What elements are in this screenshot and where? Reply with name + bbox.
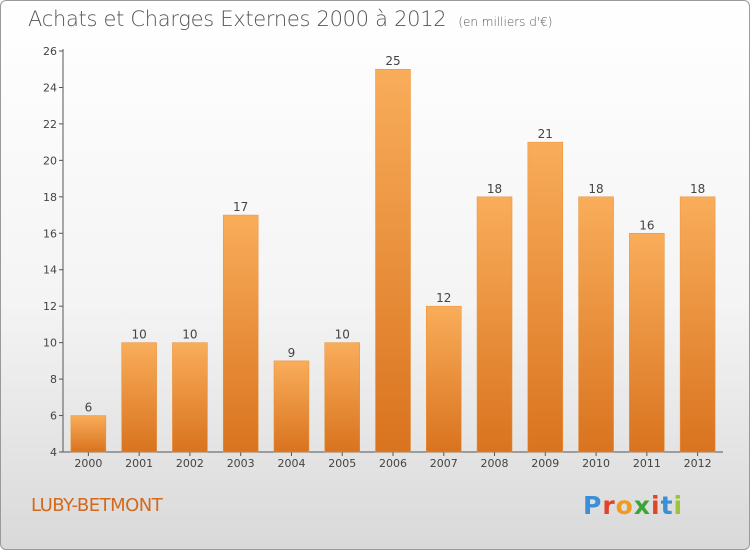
value-label-2004: 9 <box>288 346 296 360</box>
bar-2006 <box>375 68 411 453</box>
bar-2001 <box>121 342 157 453</box>
bar-2002 <box>172 342 208 453</box>
value-label-2009: 21 <box>538 127 553 141</box>
bar-2004 <box>273 360 310 453</box>
bar-2003 <box>222 214 259 453</box>
logo-letter: i <box>651 491 661 520</box>
value-label-2012: 18 <box>690 182 705 196</box>
x-tick-label-2011: 2011 <box>633 457 661 470</box>
value-label-2011: 16 <box>639 218 654 232</box>
bar-2007 <box>426 305 462 453</box>
logo-letter: o <box>615 491 634 520</box>
value-label-2010: 18 <box>588 182 603 196</box>
commune-name: LUBY-BETMONT <box>31 495 163 516</box>
bar-2005 <box>324 342 360 453</box>
y-tick-label: 8 <box>50 373 57 386</box>
value-label-2003: 17 <box>233 200 248 214</box>
x-tick-label-2000: 2000 <box>74 457 102 470</box>
value-label-2006: 25 <box>385 54 400 68</box>
x-tick-label-2004: 2004 <box>277 457 305 470</box>
chart-unit: (en milliers d'€) <box>458 15 553 29</box>
y-tick-label: 12 <box>43 300 57 313</box>
bar-2012 <box>679 196 716 453</box>
logo-letter: r <box>602 491 616 520</box>
x-tick-label-2001: 2001 <box>125 457 153 470</box>
x-tick-label-2008: 2008 <box>481 457 509 470</box>
chart-title: Achats et Charges Externes 2000 à 2012 <box>28 7 447 31</box>
bar-2010 <box>578 196 614 453</box>
x-tick-label-2009: 2009 <box>531 457 559 470</box>
y-tick-label: 26 <box>43 45 57 58</box>
y-tick-label: 22 <box>43 118 57 131</box>
y-tick-label: 16 <box>43 227 57 240</box>
logo-letter: t <box>660 491 674 520</box>
logo-letter: P <box>583 491 603 520</box>
bar-2008 <box>476 196 513 453</box>
value-label-2005: 10 <box>335 328 350 342</box>
x-tick-label-2012: 2012 <box>684 457 712 470</box>
y-tick-label: 10 <box>43 337 57 350</box>
x-tick-label-2005: 2005 <box>328 457 356 470</box>
logo-letter: x <box>633 491 651 520</box>
x-tick-label-2002: 2002 <box>176 457 204 470</box>
value-label-2007: 12 <box>436 291 451 305</box>
value-label-2008: 18 <box>487 182 502 196</box>
value-label-2002: 10 <box>182 328 197 342</box>
value-label-2001: 10 <box>132 328 147 342</box>
bar-2011 <box>629 233 665 453</box>
x-tick-label-2003: 2003 <box>227 457 255 470</box>
bar-2009 <box>527 141 564 453</box>
x-tick-label-2006: 2006 <box>379 457 407 470</box>
y-tick-label: 14 <box>43 264 57 277</box>
value-label-2000: 6 <box>85 401 93 415</box>
y-tick-label: 24 <box>43 81 57 94</box>
proxiti-logo: Proxiti <box>583 491 683 520</box>
x-tick-label-2007: 2007 <box>430 457 458 470</box>
y-tick-label: 4 <box>50 446 57 459</box>
y-tick-label: 6 <box>50 410 57 423</box>
logo-letter: i <box>673 491 684 520</box>
y-tick-label: 20 <box>43 154 57 167</box>
bar-2000 <box>70 415 107 453</box>
x-tick-label-2010: 2010 <box>582 457 610 470</box>
chart-title-block: Achats et Charges Externes 2000 à 2012 (e… <box>28 7 552 31</box>
y-tick-label: 18 <box>43 191 57 204</box>
